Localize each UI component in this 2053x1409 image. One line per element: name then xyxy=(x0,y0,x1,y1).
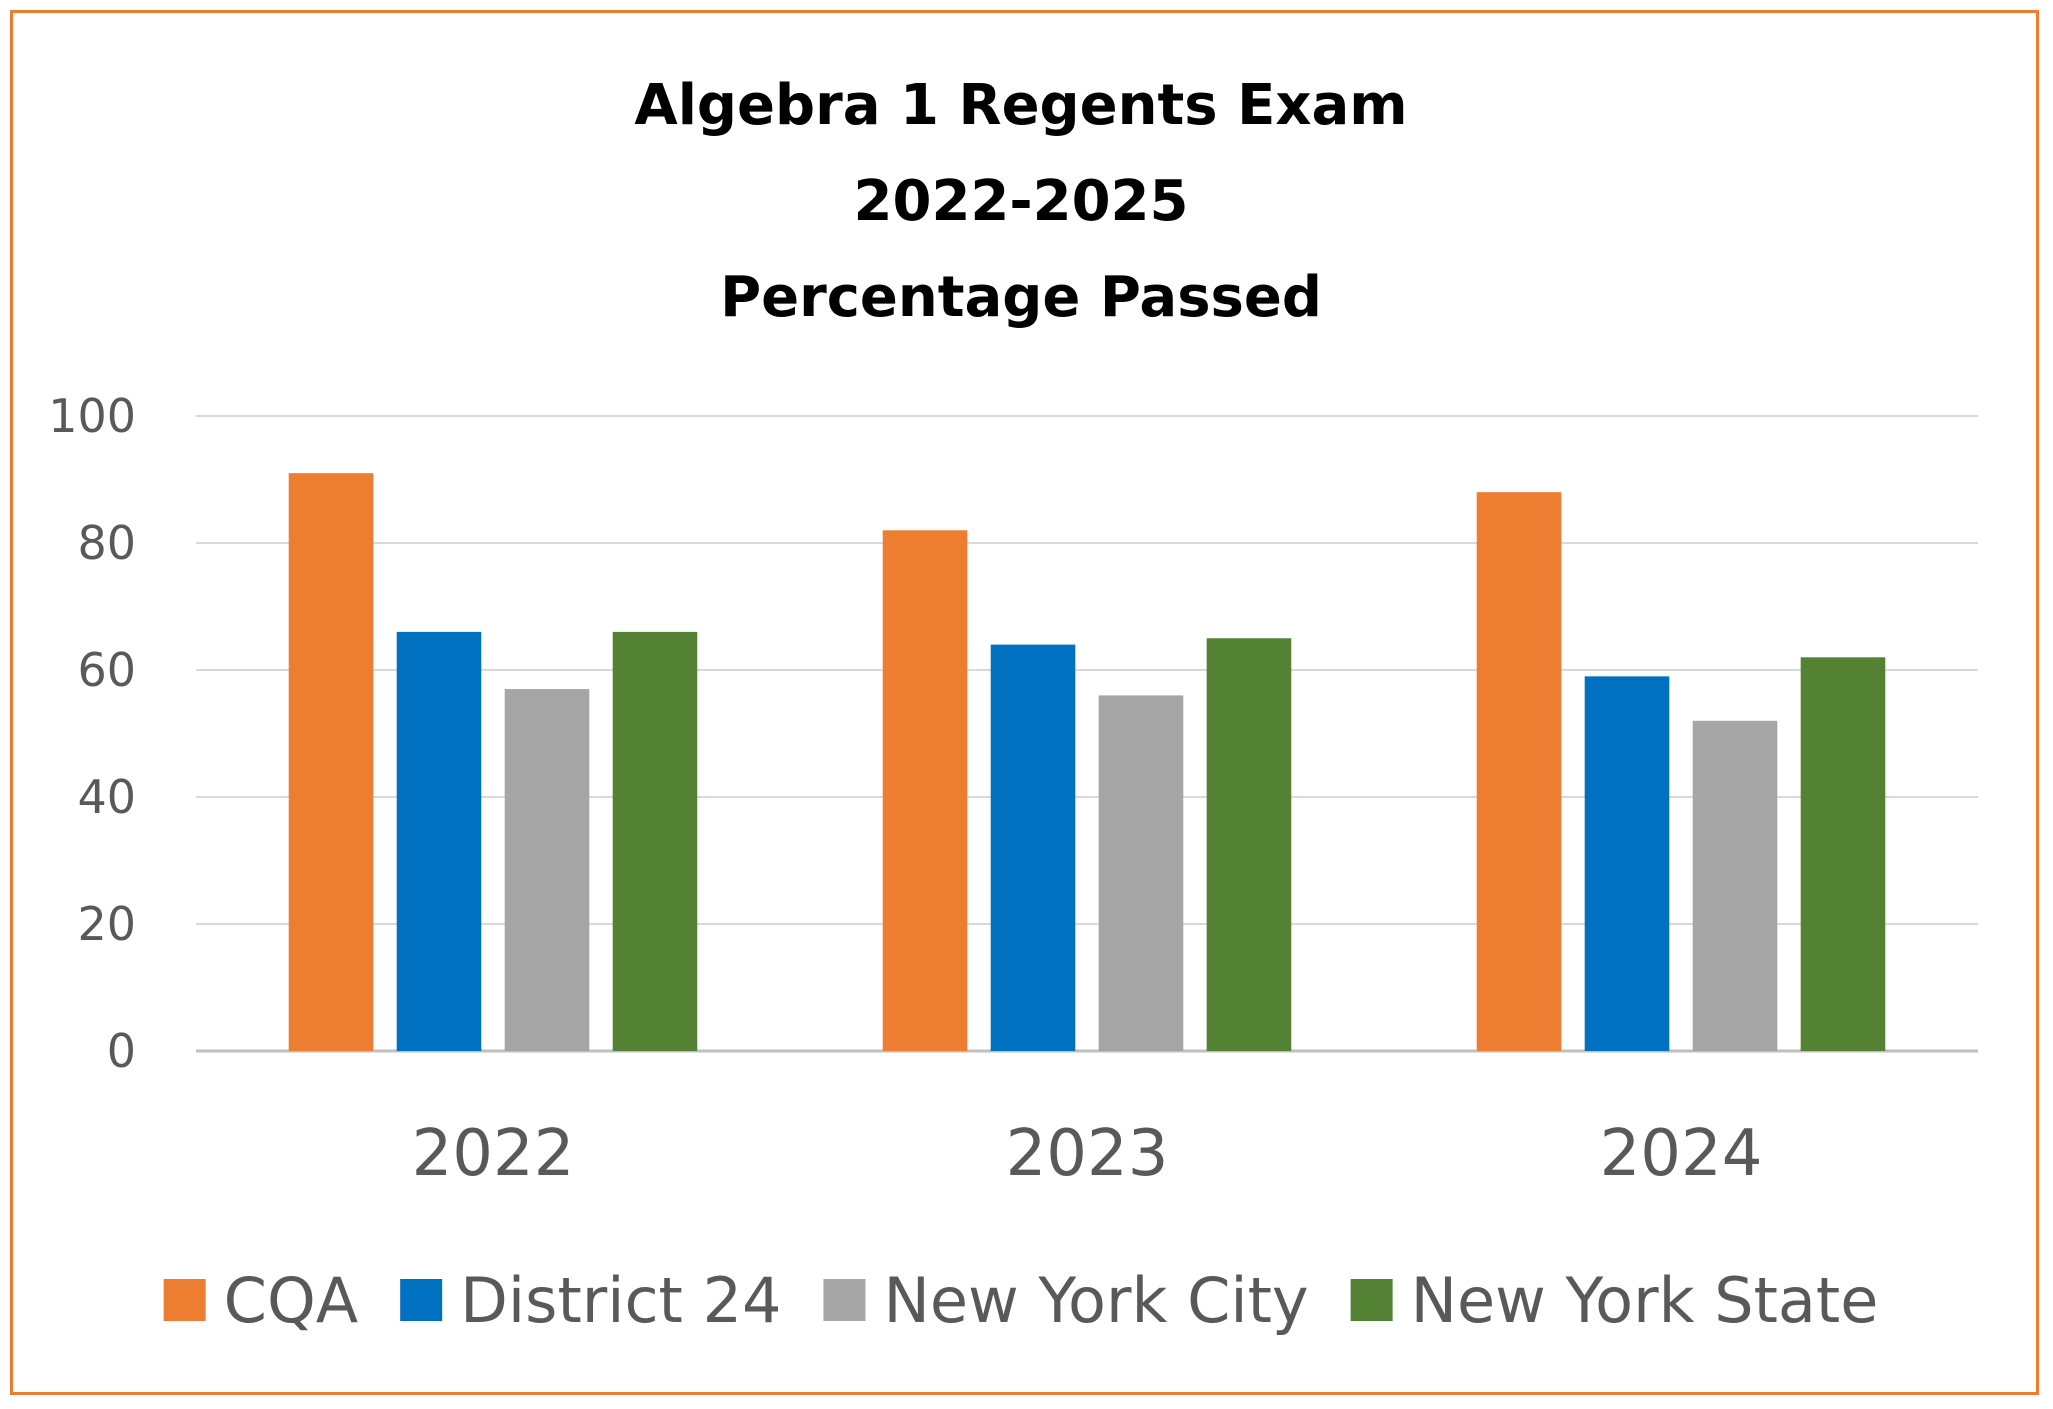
bar-new-york-state-2023 xyxy=(1206,638,1292,1051)
chart-title-line-1: Algebra 1 Regents Exam xyxy=(634,73,1407,138)
bar-district-24-2024 xyxy=(1584,676,1670,1051)
bar-new-york-city-2023 xyxy=(1098,695,1184,1051)
chart-title-line-2: 2022-2025 xyxy=(854,169,1189,234)
legend-label-new-york-state: New York State xyxy=(1411,1264,1879,1337)
legend-swatch-new-york-city xyxy=(823,1279,866,1321)
legend-label-district-24: District 24 xyxy=(460,1264,781,1337)
x-axis-category-labels: 2022 2023 2024 xyxy=(412,1117,1763,1191)
y-tick-label-100: 100 xyxy=(48,389,136,443)
y-tick-label-0: 0 xyxy=(107,1024,136,1078)
bar-district-24-2023 xyxy=(990,644,1076,1051)
chart-title-line-3: Percentage Passed xyxy=(720,265,1322,330)
bar-new-york-city-2024 xyxy=(1692,720,1778,1051)
x-category-label-2023: 2023 xyxy=(1006,1117,1169,1191)
y-tick-label-60: 60 xyxy=(77,643,136,697)
legend-swatch-cqa xyxy=(163,1279,206,1321)
bar-new-york-state-2024 xyxy=(1800,657,1886,1051)
bar-cqa-2023 xyxy=(882,530,968,1051)
y-tick-label-80: 80 xyxy=(77,516,136,570)
y-tick-label-40: 40 xyxy=(77,770,136,824)
bars xyxy=(288,473,1886,1051)
x-category-label-2022: 2022 xyxy=(412,1117,575,1191)
legend-label-cqa: CQA xyxy=(224,1264,359,1337)
legend-swatch-new-york-state xyxy=(1350,1279,1393,1321)
bar-district-24-2022 xyxy=(396,631,482,1051)
chart-title: Algebra 1 Regents Exam 2022-2025 Percent… xyxy=(634,73,1407,330)
bar-cqa-2024 xyxy=(1476,492,1562,1051)
y-axis-tick-labels: 0 20 40 60 80 100 xyxy=(48,389,136,1078)
legend: CQA District 24 New York City New York Stat… xyxy=(163,1264,1879,1337)
legend-swatch-district-24 xyxy=(400,1279,443,1321)
x-category-label-2024: 2024 xyxy=(1600,1117,1763,1191)
gridlines xyxy=(196,415,1978,1053)
legend-label-new-york-city: New York City xyxy=(883,1264,1308,1337)
bar-cqa-2022 xyxy=(288,473,374,1051)
y-tick-label-20: 20 xyxy=(77,897,136,951)
bar-new-york-city-2022 xyxy=(504,689,590,1051)
bar-new-york-state-2022 xyxy=(612,631,698,1051)
